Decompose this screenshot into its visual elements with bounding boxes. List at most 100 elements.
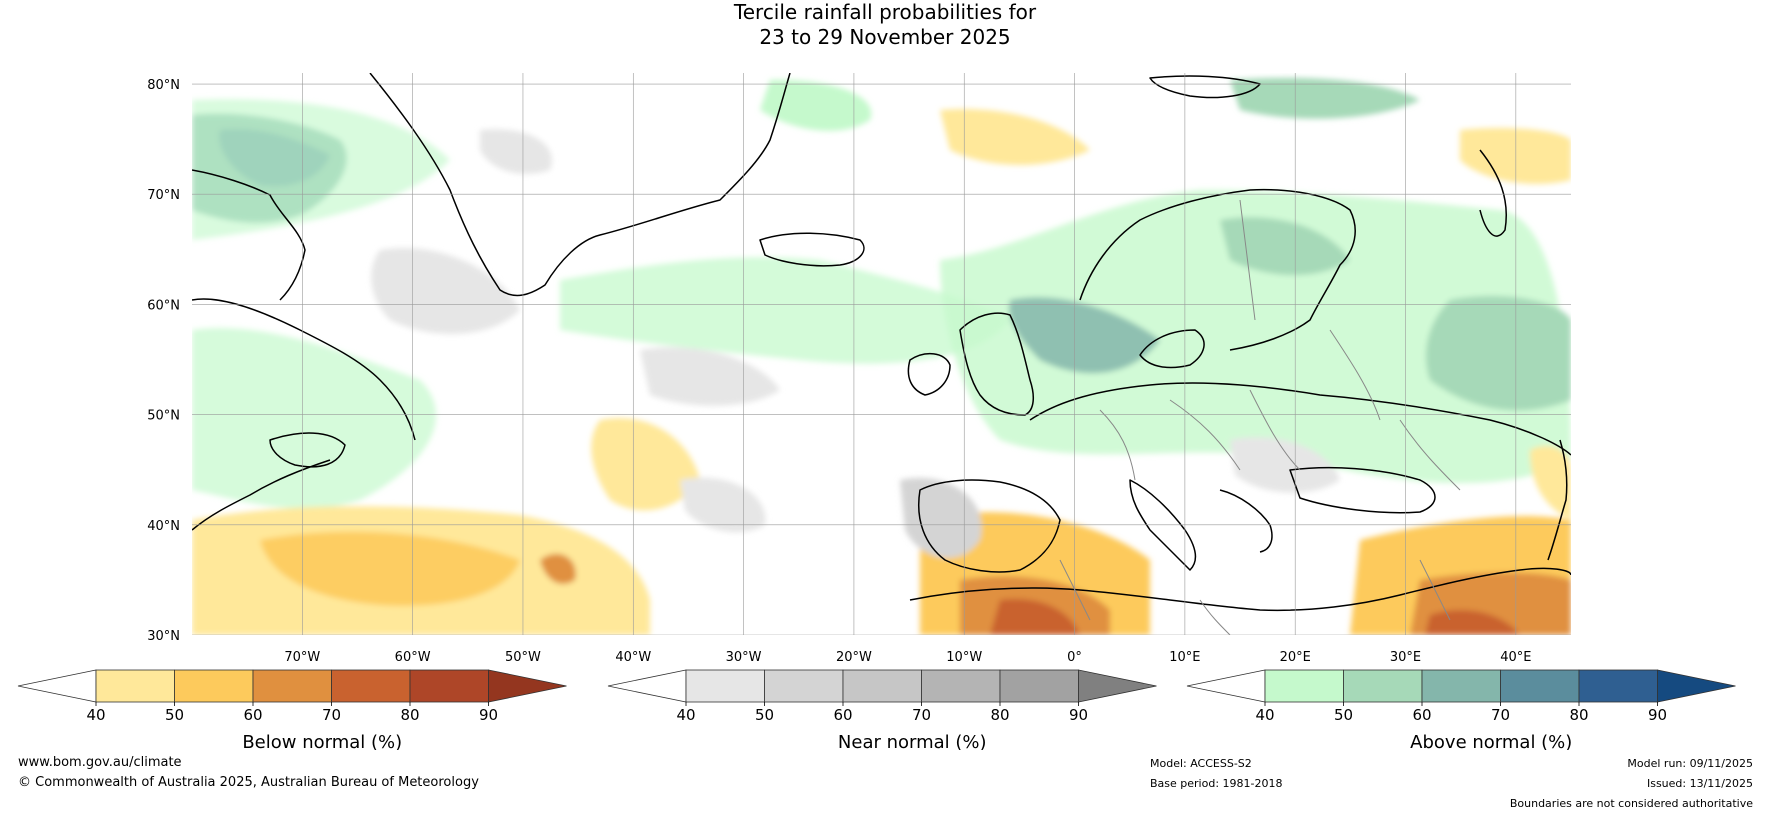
coastlines <box>192 73 1571 612</box>
website-link[interactable]: www.bom.gov.au/climate <box>18 755 182 770</box>
colorbar-tick-label: 50 <box>755 706 774 724</box>
near-normal-area-iberia <box>900 478 982 559</box>
below-normal-area-barents <box>1460 128 1571 184</box>
colorbar-segment <box>764 669 844 703</box>
above-normal-area-west <box>192 328 437 509</box>
colorbar-tick-label: 80 <box>400 706 419 724</box>
lon-label: 10°W <box>946 650 982 665</box>
colorbar-lower-extension <box>1186 669 1266 703</box>
coastline-caspian <box>1547 439 1568 561</box>
below-normal-peak-middle-east <box>1425 610 1520 635</box>
border-sweden-finland <box>1239 199 1256 321</box>
longitude-labels: 70°W 60°W 50°W 40°W 30°W 20°W 10°W 0° 10°E 20°E 30… <box>284 650 1531 665</box>
country-borders <box>1059 199 1461 635</box>
colorbar-tick-label: 40 <box>1255 706 1274 724</box>
near-normal-area-labrador-sea <box>371 248 520 334</box>
coastline-ireland <box>907 353 951 396</box>
colorbar-below-normal: 40 50 60 70 80 90 Below normal (%) <box>17 669 567 750</box>
coastline-svalbard <box>1149 75 1261 99</box>
colorbar-tick-label: 70 <box>912 706 931 724</box>
lon-label: 0° <box>1067 650 1082 665</box>
coastline-north-africa <box>909 567 1571 612</box>
colorbars: 40 50 60 70 80 90 Below normal (%) 40 50 60 70 80 9… <box>17 669 1736 750</box>
above-normal-core-north-sea <box>1009 297 1160 374</box>
coastline-europe-north <box>1029 382 1571 456</box>
colorbar-segment <box>409 669 489 703</box>
colorbar-segment <box>252 669 332 703</box>
colorbar-upper-extension <box>1078 669 1157 703</box>
border-central-europe-2 <box>1249 389 1301 471</box>
lat-label: 70°N <box>147 188 180 203</box>
colorbar-tick-label: 50 <box>1334 706 1353 724</box>
near-normal-area-mid-atlantic <box>640 347 780 406</box>
colorbar-tick-label: 80 <box>1569 706 1588 724</box>
lon-label: 50°W <box>505 650 541 665</box>
below-normal-spot-atlantic <box>540 553 576 584</box>
border-france-germany <box>1099 409 1136 481</box>
above-normal-area-svalbard <box>1230 77 1420 119</box>
colorbar-segment <box>685 669 765 703</box>
colorbar-title: Below normal (%) <box>242 732 402 750</box>
map-title: Tercile rainfall probabilities for 23 to… <box>0 0 1770 50</box>
colorbar-tick-label: 60 <box>243 706 262 724</box>
colorbar-tick-label: 40 <box>676 706 695 724</box>
coastline-britain <box>959 312 1035 416</box>
coastline-nova-scotia <box>192 459 331 531</box>
coastline-iceland <box>759 232 865 267</box>
coastline-baffin <box>192 169 306 301</box>
disclaimer-text: Boundaries are not considered authoritat… <box>1509 797 1753 810</box>
colorbar-segment <box>999 669 1079 703</box>
latitude-labels: 80°N 70°N 60°N 50°N 40°N 30°N <box>147 78 180 644</box>
colorbar-tick-label: 80 <box>990 706 1009 724</box>
model-run-text: Model run: 09/11/2025 <box>1627 757 1753 770</box>
coastline-scandinavia <box>1079 188 1356 351</box>
colorbar-segment <box>95 669 175 703</box>
copyright-text: © Commonwealth of Australia 2025, Austra… <box>18 775 479 790</box>
lon-label: 40°W <box>615 650 651 665</box>
model-text: Model: ACCESS-S2 <box>1150 757 1252 770</box>
coastline-denmark <box>1139 329 1205 369</box>
colorbar-segment <box>1264 669 1344 703</box>
below-normal-area-azores <box>591 418 700 511</box>
lat-label: 40°N <box>147 519 180 534</box>
colorbar-tick-label: 60 <box>1412 706 1431 724</box>
colorbar-tick-label: 90 <box>1648 706 1667 724</box>
above-normal-area-finland <box>1220 217 1350 275</box>
lon-label: 40°E <box>1500 650 1531 665</box>
colorbar-tick-label: 60 <box>833 706 852 724</box>
colorbar-segment <box>1578 669 1658 703</box>
above-normal-area-russia <box>1426 296 1571 411</box>
border-central-europe-1 <box>1169 399 1241 471</box>
above-normal-area-greenland-sea <box>760 79 872 131</box>
colorbar-title: Near normal (%) <box>838 732 987 750</box>
colorbar-tick-label: 40 <box>86 706 105 724</box>
coastline-novaya-zemlya <box>1479 149 1507 237</box>
colorbar-near-normal: 40 50 60 70 80 90 Near normal (%) <box>607 669 1157 750</box>
colorbar-lower-extension <box>17 669 97 703</box>
colorbar-segment <box>1500 669 1580 703</box>
colorbar-segment <box>174 669 254 703</box>
border-middle-east <box>1419 559 1451 621</box>
colorbar-tick-label: 70 <box>1491 706 1510 724</box>
below-normal-area-norwegian-sea <box>940 109 1090 165</box>
above-normal-area-north <box>192 99 450 241</box>
gridlines <box>192 73 1571 635</box>
lon-label: 30°W <box>726 650 762 665</box>
border-ukraine-russia <box>1399 419 1461 491</box>
near-normal-area-atlantic-east <box>680 477 766 533</box>
base-period-text: Base period: 1981-2018 <box>1150 777 1283 790</box>
colorbar-tick-label: 70 <box>322 706 341 724</box>
lon-label: 20°E <box>1280 650 1311 665</box>
lon-label: 70°W <box>284 650 320 665</box>
near-normal-area-balkans <box>1230 437 1340 493</box>
colorbar-tick-label: 50 <box>165 706 184 724</box>
lat-label: 30°N <box>147 629 180 644</box>
colorbar-segment <box>1421 669 1501 703</box>
lon-label: 60°W <box>395 650 431 665</box>
lon-label: 10°E <box>1169 650 1200 665</box>
border-baltic-belarus <box>1329 329 1381 421</box>
border-tunisia-libya <box>1199 599 1231 635</box>
below-normal-area-caspian <box>1530 446 1571 520</box>
colorbar-segment <box>842 669 922 703</box>
